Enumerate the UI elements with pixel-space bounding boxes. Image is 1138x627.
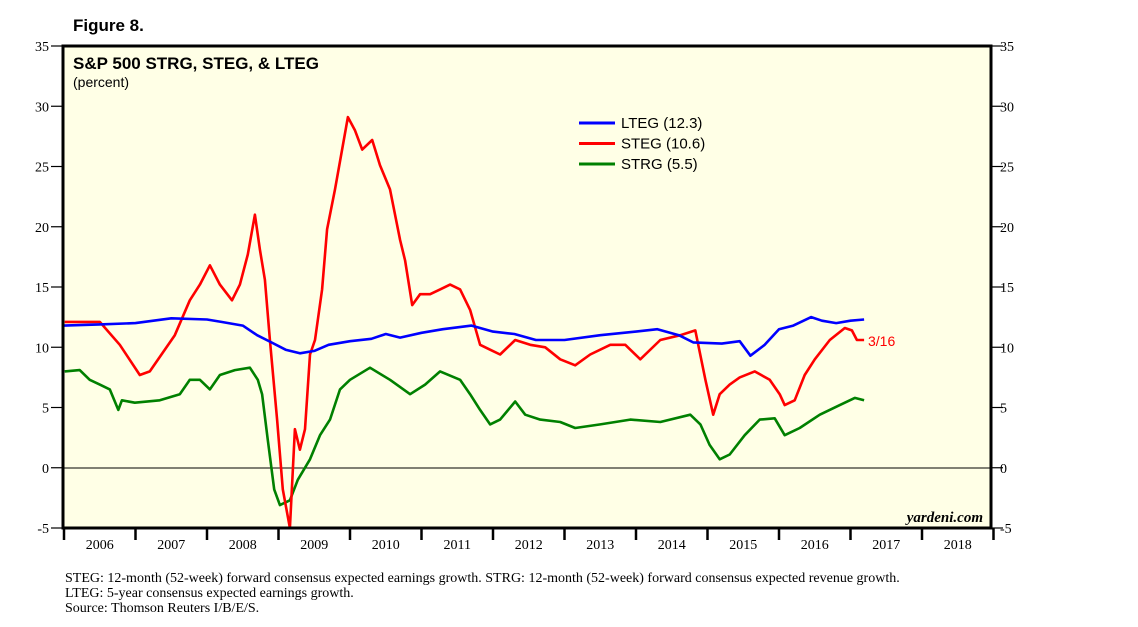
series-line-steg <box>64 115 865 530</box>
figure-label: Figure 8. <box>73 16 144 35</box>
x-tick-label: 2010 <box>372 538 400 553</box>
y-tick-label-left: 20 <box>35 221 49 236</box>
y-tick-label-right: 15 <box>1000 281 1014 296</box>
y-tick-label-left: 25 <box>35 161 49 176</box>
x-tick-label: 2013 <box>586 538 614 553</box>
x-tick-label: 2006 <box>86 538 114 553</box>
x-tick-label: 2017 <box>872 538 900 553</box>
x-tick-label: 2007 <box>157 538 185 553</box>
y-tick-label-right: -5 <box>1000 522 1012 537</box>
steg-date-annotation: 3/16 <box>868 333 895 349</box>
x-tick-label: 2015 <box>729 538 757 553</box>
y-tick-label-left: 5 <box>42 402 49 417</box>
x-tick-label: 2014 <box>658 538 686 553</box>
y-tick-label-right: 20 <box>1000 221 1014 236</box>
series-line-lteg <box>63 315 865 358</box>
legend: LTEG (12.3) STEG (10.6) STRG (5.5) <box>579 115 705 173</box>
y-tick-label-right: 25 <box>1000 161 1014 176</box>
x-tick-label: 2012 <box>515 538 543 553</box>
y-tick-label-left: -5 <box>37 522 49 537</box>
y-tick-label-right: 5 <box>1000 402 1007 417</box>
footnote-1: STEG: 12-month (52-week) forward consens… <box>65 571 900 586</box>
plot-frame <box>61 44 993 530</box>
y-tick-label-right: 30 <box>1000 100 1014 115</box>
y-tick-label-left: 35 <box>35 40 49 55</box>
watermark: yardeni.com <box>905 510 983 526</box>
footnote-3: Source: Thomson Reuters I/B/E/S. <box>65 601 259 616</box>
x-tick-label: 2018 <box>944 538 972 553</box>
series-line-strg <box>64 366 865 507</box>
footnote-2: LTEG: 5-year consensus expected earnings… <box>65 586 354 601</box>
y-tick-label-left: 15 <box>35 281 49 296</box>
y-tick-label-left: 0 <box>42 462 49 477</box>
x-tick-label: 2011 <box>444 538 471 553</box>
x-tick-label: 2016 <box>801 538 829 553</box>
chart-title: S&P 500 STRG, STEG, & LTEG <box>73 54 319 73</box>
y-tick-label-right: 0 <box>1000 462 1007 477</box>
legend-label-steg: STEG (10.6) <box>621 136 705 153</box>
y-tick-label-left: 10 <box>35 341 49 356</box>
x-tick-label: 2009 <box>300 538 328 553</box>
y-tick-label-right: 10 <box>1000 341 1014 356</box>
y-tick-label-left: 30 <box>35 100 49 115</box>
legend-label-lteg: LTEG (12.3) <box>621 115 702 132</box>
x-tick-label: 2008 <box>229 538 257 553</box>
chart-subtitle: (percent) <box>73 74 129 90</box>
plot-background <box>63 46 991 528</box>
legend-label-strg: STRG (5.5) <box>621 156 698 173</box>
y-tick-label-right: 35 <box>1000 40 1014 55</box>
